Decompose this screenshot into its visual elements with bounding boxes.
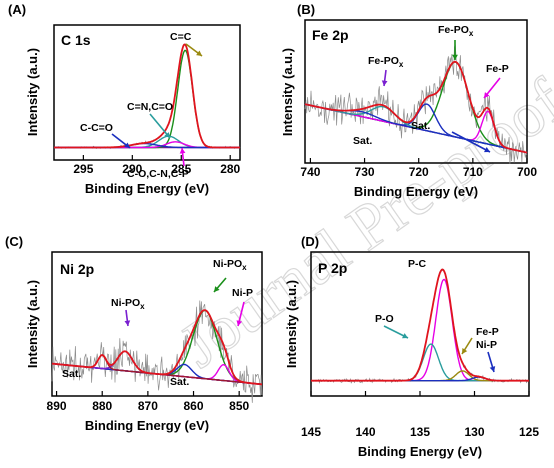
- panel-a-plot: [53, 43, 241, 150]
- panel-b-plot: [304, 44, 528, 165]
- ann-fe-p: Fe-P: [486, 63, 509, 75]
- panel-b-frame: [304, 19, 528, 164]
- ann-p-o: P-O: [375, 313, 394, 325]
- panel-a-letter: (A): [8, 2, 26, 17]
- panel-a-ylabel: Intensity (a.u.): [25, 48, 40, 136]
- x-tick-label: 730: [355, 165, 375, 179]
- raw-spectrum-line: [51, 300, 263, 403]
- panel-a-frame: [53, 24, 241, 161]
- ann-ni-pox-main: Ni-POx: [213, 258, 247, 272]
- panel-a-title: C 1s: [61, 32, 91, 48]
- x-tick-label: 145: [301, 425, 321, 439]
- annotation-arrowhead: [124, 320, 131, 326]
- panel-b: (B) Fe 2p 740 730 720 710 700 Binding Energy…: [280, 2, 537, 199]
- ann-fe-p-d: Fe-P: [476, 326, 499, 338]
- annotation-arrowhead: [452, 54, 458, 60]
- panel-d-ticks: 145 140 135 130 125: [301, 391, 539, 439]
- panel-a: (A) C 1s 295 290 285 280 Binding Energy (eV…: [8, 2, 241, 196]
- envelope-fit-line: [54, 43, 240, 149]
- x-tick-label: 890: [47, 399, 67, 413]
- ann-ni-pox-minor: Ni-POx: [111, 297, 145, 311]
- annotation-arrowhead: [462, 348, 468, 354]
- panel-c-xlabel: Binding Energy (eV): [85, 418, 209, 433]
- x-tick-label: 125: [519, 425, 539, 439]
- ann-co-cn-cp: C-O,C-N,C-P: [127, 168, 189, 180]
- panel-c-annotations: Ni-POx Ni-POx Ni-P Sat. Sat.: [62, 258, 253, 388]
- x-tick-label: 140: [355, 425, 375, 439]
- envelope-fit-line: [311, 268, 529, 382]
- panel-d-xlabel: Binding Energy (eV): [358, 444, 482, 459]
- panel-d-plot: [310, 268, 530, 384]
- panel-c-plot: [51, 300, 263, 403]
- panel-b-title: Fe 2p: [312, 27, 349, 43]
- annotation-arrowhead: [124, 142, 130, 148]
- ann-fe-pox-minor: Fe-POx: [368, 55, 404, 69]
- annotation-arrowhead: [164, 132, 170, 138]
- x-tick-label: 710: [463, 165, 483, 179]
- annotation-arrowhead: [484, 147, 490, 153]
- panel-a-annotations: C=C C=N,C=O C-C=O C-O,C-N,C-P: [80, 31, 192, 180]
- panel-d-title: P 2p: [318, 260, 347, 276]
- x-tick-label: 280: [220, 162, 240, 176]
- panel-c-title: Ni 2p: [60, 261, 94, 277]
- ann-c-eq-c: C=C: [170, 31, 192, 43]
- panel-b-ticks: 740 730 720 710 700: [300, 158, 537, 179]
- envelope-fit-line: [51, 309, 262, 386]
- panel-a-xlabel: Binding Energy (eV): [85, 181, 209, 196]
- annotation-arrowhead: [179, 148, 186, 154]
- x-tick-label: 285: [171, 162, 191, 176]
- x-tick-label: 720: [409, 165, 429, 179]
- panel-a-ticks: 295 290 285 280: [73, 155, 241, 176]
- panel-b-annotations: Fe-POx Fe-POx Fe-P Sat. Sat.: [353, 24, 509, 147]
- ann-sat-2: Sat.: [353, 135, 372, 147]
- x-tick-label: 870: [138, 399, 158, 413]
- ann-ni-p-d: Ni-P: [476, 339, 497, 351]
- x-tick-label: 130: [464, 425, 484, 439]
- panel-b-ylabel: Intensity (a.u.): [280, 48, 295, 136]
- x-tick-label: 880: [92, 399, 112, 413]
- panel-c-ylabel: Intensity (a.u.): [25, 280, 40, 368]
- panel-d-annotations: P-C P-O Fe-P Ni-P: [375, 258, 499, 351]
- ann-c-c-o: C-C=O: [80, 122, 113, 134]
- x-tick-label: 860: [184, 399, 204, 413]
- x-tick-label: 740: [300, 165, 320, 179]
- x-tick-label: 290: [122, 162, 142, 176]
- annotation-arrowhead: [196, 50, 202, 56]
- ann-fe-pox-main: Fe-POx: [438, 24, 474, 38]
- annotation-arrowhead: [381, 80, 388, 86]
- panel-b-xlabel: Binding Energy (eV): [354, 184, 478, 199]
- ann-sat-c2: Sat.: [170, 376, 189, 388]
- ann-p-c: P-C: [408, 258, 427, 270]
- panel-b-letter: (B): [297, 2, 315, 17]
- annotation-arrow: [451, 131, 491, 153]
- annotation-arrowhead: [402, 333, 408, 339]
- x-tick-label: 700: [517, 165, 537, 179]
- annotation-arrowhead: [214, 286, 220, 292]
- panel-d: (D) P 2p 145 140 135 130 125 Binding Energy …: [284, 234, 539, 459]
- x-tick-label: 850: [229, 399, 249, 413]
- ann-cn-co: C=N,C=O: [127, 101, 173, 113]
- panel-c: (C) Ni 2p 890 880 870 860 850 Binding Energy…: [5, 234, 263, 433]
- annotation-arrowhead: [236, 320, 243, 326]
- panel-d-ylabel: Intensity (a.u.): [284, 280, 299, 368]
- envelope-fit-line: [304, 60, 528, 154]
- ann-sat-1: Sat.: [411, 120, 430, 132]
- x-tick-label: 135: [410, 425, 430, 439]
- x-tick-label: 295: [73, 162, 93, 176]
- panel-c-frame: [51, 251, 263, 397]
- panel-c-ticks: 890 880 870 860 850: [47, 391, 250, 413]
- annotation-arrowhead: [484, 92, 490, 98]
- ann-sat-c1: Sat.: [62, 368, 81, 380]
- ann-ni-p: Ni-P: [232, 287, 253, 299]
- panel-c-letter: (C): [5, 234, 23, 249]
- annotation-arrowhead: [489, 366, 496, 372]
- panel-d-letter: (D): [301, 234, 319, 249]
